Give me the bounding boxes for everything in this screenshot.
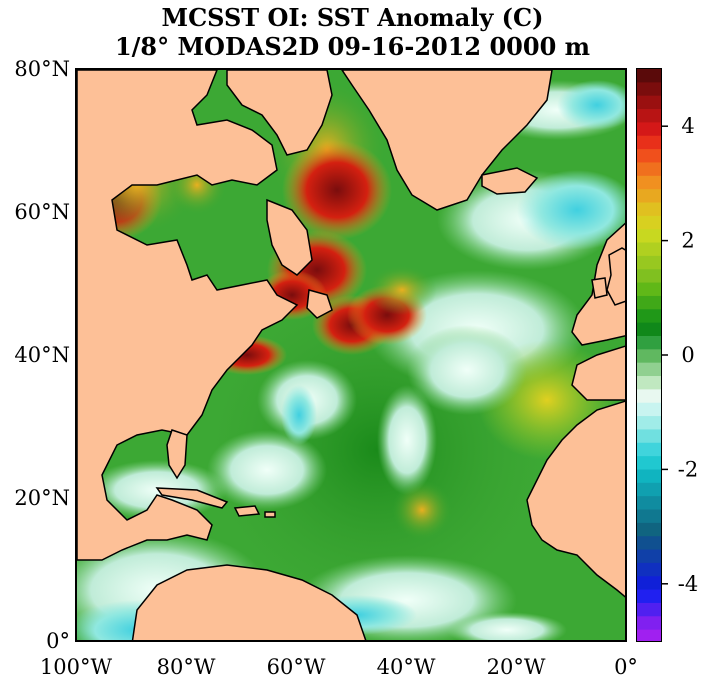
colorbar-swatch <box>637 242 661 257</box>
latitude-axis: 0°20°N40°N60°N80°N <box>14 57 70 653</box>
colorbar-swatch <box>637 162 661 177</box>
sst-anomaly-map <box>77 70 625 640</box>
ireland <box>591 277 608 299</box>
south-america-landmass <box>131 564 367 640</box>
lat-tick-label: 20°N <box>14 486 70 510</box>
colorbar-swatch <box>637 229 661 244</box>
colorbar-swatch <box>637 202 661 217</box>
colorbar-swatch <box>637 602 661 617</box>
colorbar-swatch <box>637 149 661 164</box>
colorbar-swatch <box>637 562 661 577</box>
colorbar-swatch <box>637 629 661 641</box>
map-panel[interactable] <box>75 68 627 642</box>
colorbar-swatch <box>637 576 661 591</box>
colorbar-swatch <box>637 549 661 564</box>
cuba <box>155 487 229 509</box>
africa-landmass <box>526 400 625 598</box>
colorbar-swatch <box>637 95 661 110</box>
lon-tick-label: 60°W <box>267 655 326 679</box>
colorbar-tick-label: 0 <box>681 343 694 367</box>
map-title: MCSST OI: SST Anomaly (C) <box>161 3 544 32</box>
colorbar-swatch <box>637 269 661 284</box>
colorbar-swatch <box>637 282 661 297</box>
colorbar-swatch <box>637 482 661 497</box>
colorbar-swatches <box>637 69 661 641</box>
lon-tick-label: 20°W <box>487 655 546 679</box>
hispaniola <box>233 505 261 517</box>
colorbar-swatch <box>637 82 661 97</box>
lon-tick-label: 40°W <box>377 655 436 679</box>
colorbar-swatch <box>637 69 661 83</box>
baffin-island <box>226 70 333 156</box>
lat-tick-label: 40°N <box>14 343 70 367</box>
colorbar-tick-label: -4 <box>678 572 698 596</box>
landmasses <box>77 70 625 640</box>
colorbar-swatch <box>637 416 661 431</box>
lat-tick-label: 60°N <box>14 200 70 224</box>
iberia <box>571 345 625 401</box>
puerto-rico <box>264 511 276 518</box>
colorbar-swatch <box>637 522 661 537</box>
lon-tick-label: 0° <box>614 655 638 679</box>
colorbar-swatch <box>637 122 661 137</box>
north-america-landmass <box>77 70 299 561</box>
lon-tick-label: 100°W <box>40 655 113 679</box>
colorbar-swatch <box>637 509 661 524</box>
colorbar-swatch <box>637 322 661 337</box>
colorbar-swatch <box>637 109 661 123</box>
colorbar-swatch <box>637 402 661 417</box>
colorbar-swatch <box>637 469 661 484</box>
colorbar-swatch <box>637 442 661 457</box>
colorbar-swatch <box>637 295 661 310</box>
greenland-landmass <box>341 70 553 211</box>
colorbar-swatch <box>637 389 661 404</box>
colorbar-tick-label: 2 <box>681 229 694 253</box>
colorbar-swatch <box>637 175 661 190</box>
newfoundland <box>306 289 333 319</box>
colorbar-axis: 4 2 0 -2 -4 <box>662 114 698 596</box>
colorbar-swatch <box>637 189 661 204</box>
colorbar-tick-label: -2 <box>678 457 698 481</box>
map-subtitle: 1/8° MODAS2D 09-16-2012 0000 m <box>114 32 591 61</box>
colorbar-swatch <box>637 215 661 230</box>
colorbar-swatch <box>637 135 661 150</box>
colorbar-swatch <box>637 616 661 631</box>
lon-tick-label: 80°W <box>157 655 216 679</box>
colorbar-swatch <box>637 255 661 270</box>
colorbar <box>636 68 662 642</box>
colorbar-swatch <box>637 456 661 471</box>
sst-anomaly-field <box>77 80 625 640</box>
colorbar-swatch <box>637 335 661 350</box>
longitude-axis: 100°W 80°W 60°W 40°W 20°W 0° <box>40 655 638 679</box>
labrador-peninsula <box>266 198 313 276</box>
colorbar-swatch <box>637 589 661 604</box>
florida <box>166 429 188 480</box>
colorbar-swatch <box>637 496 661 511</box>
colorbar-swatch <box>637 376 661 390</box>
british-isles <box>606 247 625 306</box>
colorbar-swatch <box>637 536 661 551</box>
colorbar-swatch <box>637 309 661 324</box>
iceland <box>481 167 539 195</box>
lat-tick-label: 0° <box>46 629 70 653</box>
colorbar-swatch <box>637 349 661 364</box>
colorbar-swatch <box>637 362 661 377</box>
colorbar-swatch <box>637 429 661 444</box>
colorbar-tick-label: 4 <box>681 114 694 138</box>
